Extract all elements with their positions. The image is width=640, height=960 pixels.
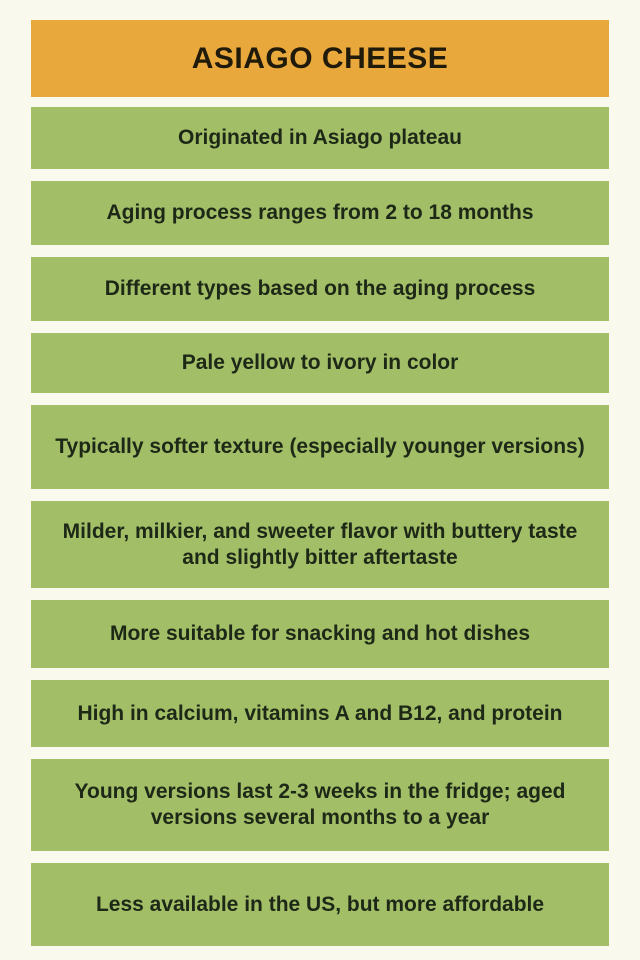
fact-row-uses: More suitable for snacking and hot dishe…: [31, 600, 609, 668]
fact-text: Milder, milkier, and sweeter flavor with…: [62, 519, 578, 569]
fact-row-types: Different types based on the aging proce…: [31, 257, 609, 321]
fact-row-texture: Typically softer texture (especially you…: [31, 405, 609, 489]
fact-row-color: Pale yellow to ivory in color: [31, 333, 609, 393]
fact-text: High in calcium, vitamins A and B12, and…: [77, 701, 563, 725]
page-title: ASIAGO CHEESE: [191, 41, 449, 75]
fact-text: Typically softer texture (especially you…: [55, 435, 585, 458]
fact-row-origin: Originated in Asiago plateau: [31, 107, 609, 169]
fact-text: Different types based on the aging proce…: [104, 277, 536, 300]
fact-text: Young versions last 2-3 weeks in the fri…: [74, 780, 566, 829]
fact-row-aging-range: Aging process ranges from 2 to 18 months: [31, 181, 609, 245]
fact-row-flavor: Milder, milkier, and sweeter flavor with…: [31, 501, 609, 588]
fact-text: More suitable for snacking and hot dishe…: [109, 622, 531, 645]
fact-text: Less available in the US, but more affor…: [95, 892, 545, 916]
fact-text: Aging process ranges from 2 to 18 months: [106, 201, 534, 224]
fact-row-shelf-life: Young versions last 2-3 weeks in the fri…: [31, 759, 609, 851]
fact-text: Pale yellow to ivory in color: [181, 351, 459, 374]
fact-row-nutrition: High in calcium, vitamins A and B12, and…: [31, 680, 609, 747]
title-banner: ASIAGO CHEESE: [31, 20, 609, 97]
fact-row-availability: Less available in the US, but more affor…: [31, 863, 609, 946]
fact-text: Originated in Asiago plateau: [178, 126, 462, 149]
